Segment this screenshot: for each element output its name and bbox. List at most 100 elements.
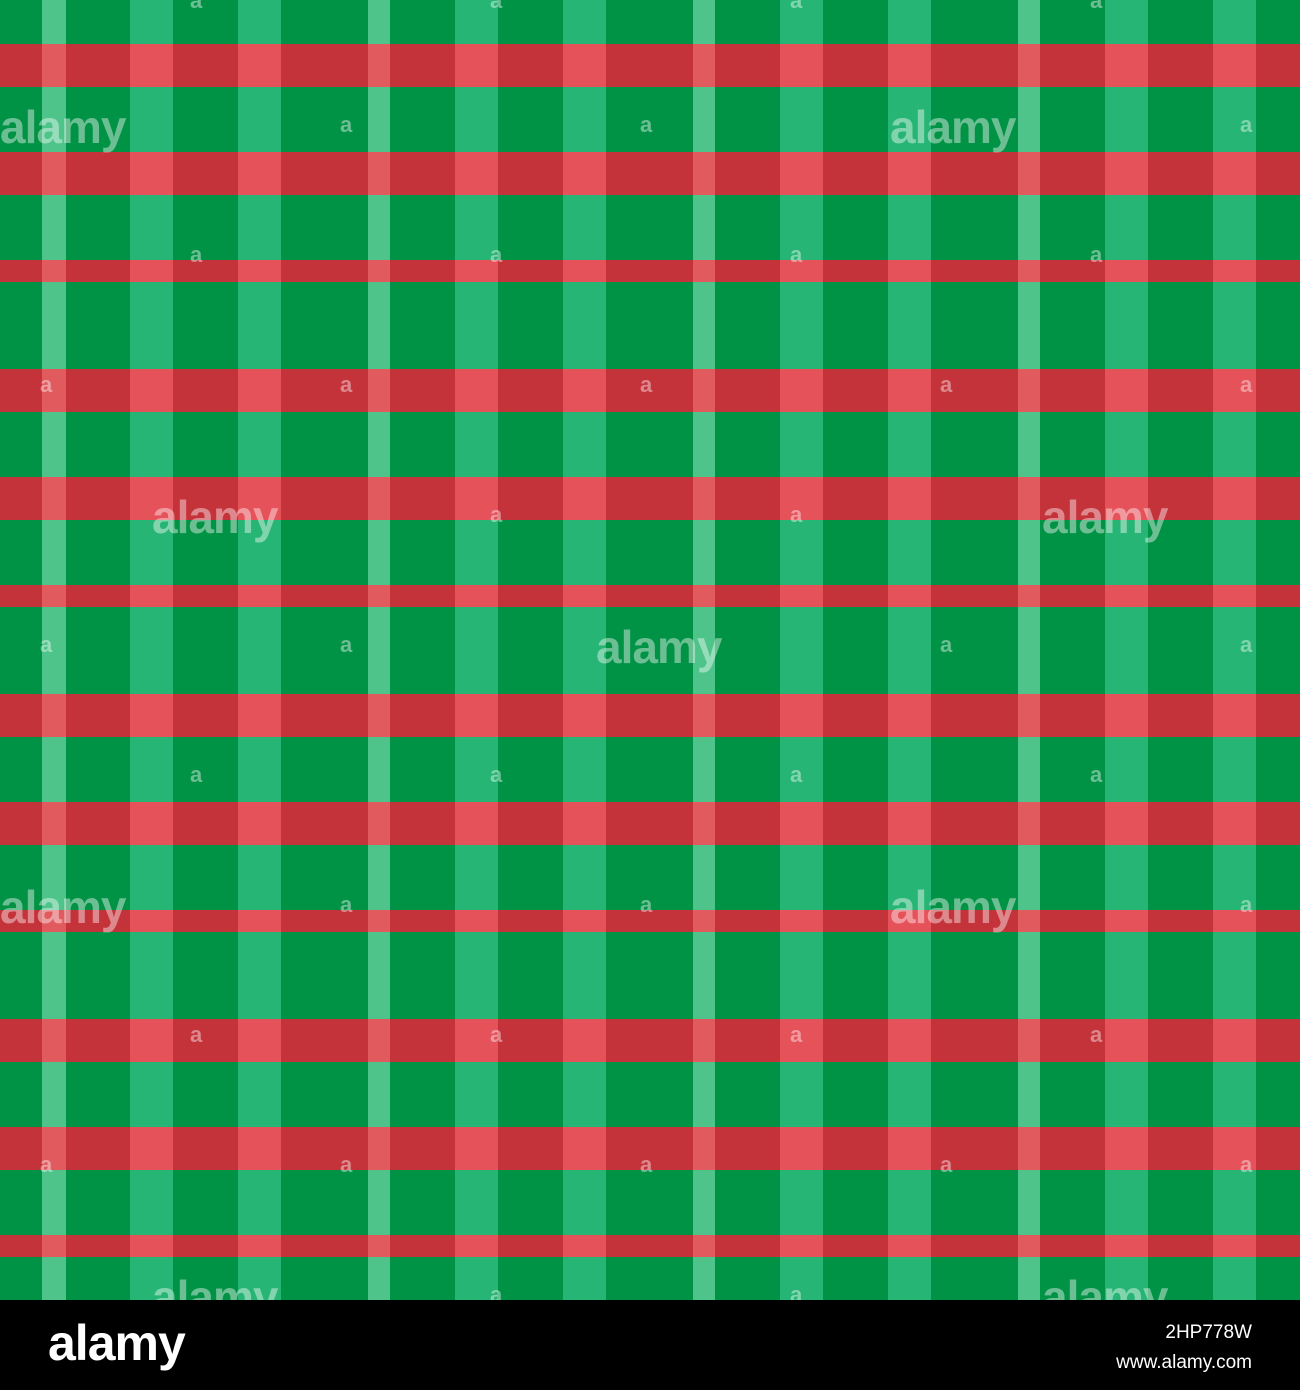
red-horizontal-stripe (0, 152, 1300, 195)
vertical-stripe (563, 0, 606, 1300)
vertical-stripe (780, 0, 823, 1300)
stripe-intersection (42, 44, 66, 87)
stripe-intersection (780, 152, 823, 195)
stripe-intersection (888, 694, 931, 737)
stripe-intersection (455, 369, 498, 412)
stripe-intersection (130, 910, 173, 932)
stripe-intersection (455, 1235, 498, 1257)
stripe-intersection (1105, 910, 1148, 932)
stripe-intersection (455, 802, 498, 845)
stripe-intersection (368, 477, 390, 520)
footer-url: www.alamy.com (1116, 1352, 1252, 1373)
stripe-intersection (888, 585, 931, 607)
stripe-intersection (780, 260, 823, 282)
stripe-intersection (1213, 1235, 1256, 1257)
stripe-intersection (563, 260, 606, 282)
stripe-intersection (130, 1127, 173, 1170)
stripe-intersection (563, 1127, 606, 1170)
stripe-intersection (238, 44, 281, 87)
stripe-intersection (238, 260, 281, 282)
plaid-background (0, 0, 1300, 1300)
stripe-intersection (888, 44, 931, 87)
stripe-intersection (1213, 369, 1256, 412)
stripe-intersection (1213, 260, 1256, 282)
image-code: 2HP778W (1165, 1322, 1252, 1343)
stripe-intersection (368, 369, 390, 412)
red-horizontal-stripe (0, 44, 1300, 87)
stripe-intersection (888, 260, 931, 282)
stripe-intersection (238, 802, 281, 845)
red-horizontal-stripe (0, 1235, 1300, 1257)
stripe-intersection (130, 1019, 173, 1062)
footer-logo: alamy (48, 1315, 186, 1371)
stripe-intersection (1018, 477, 1040, 520)
stripe-intersection (563, 369, 606, 412)
stripe-intersection (368, 1127, 390, 1170)
stripe-intersection (1213, 802, 1256, 845)
stripe-intersection (563, 152, 606, 195)
stripe-intersection (1018, 260, 1040, 282)
stripe-intersection (130, 694, 173, 737)
stripe-intersection (1018, 369, 1040, 412)
stripe-intersection (780, 802, 823, 845)
stripe-intersection (1105, 694, 1148, 737)
stripe-intersection (1105, 1019, 1148, 1062)
stripe-intersection (693, 802, 715, 845)
stripe-intersection (888, 1019, 931, 1062)
stripe-intersection (130, 260, 173, 282)
stripe-intersection (1018, 1127, 1040, 1170)
stripe-intersection (368, 585, 390, 607)
red-horizontal-stripe (0, 1127, 1300, 1170)
stripe-intersection (693, 694, 715, 737)
red-horizontal-stripe (0, 694, 1300, 737)
stripe-intersection (1105, 260, 1148, 282)
stripe-intersection (238, 585, 281, 607)
stripe-intersection (1105, 1235, 1148, 1257)
stripe-intersection (238, 694, 281, 737)
stripe-intersection (368, 802, 390, 845)
stripe-intersection (693, 44, 715, 87)
stripe-intersection (693, 1019, 715, 1062)
stripe-intersection (1018, 802, 1040, 845)
stripe-intersection (368, 152, 390, 195)
stripe-intersection (1105, 585, 1148, 607)
thin-vertical-stripe (693, 0, 715, 1300)
stripe-intersection (693, 477, 715, 520)
stripe-intersection (780, 694, 823, 737)
stripe-intersection (888, 152, 931, 195)
stripe-intersection (42, 802, 66, 845)
stripe-intersection (1105, 477, 1148, 520)
stripe-intersection (1213, 477, 1256, 520)
stripe-intersection (1018, 44, 1040, 87)
stripe-intersection (1018, 1235, 1040, 1257)
stripe-intersection (563, 477, 606, 520)
stripe-intersection (238, 910, 281, 932)
stripe-intersection (368, 260, 390, 282)
stripe-intersection (42, 152, 66, 195)
stripe-intersection (455, 260, 498, 282)
red-horizontal-stripe (0, 260, 1300, 282)
stripe-intersection (563, 1019, 606, 1062)
red-horizontal-stripe (0, 585, 1300, 607)
stripe-intersection (368, 1019, 390, 1062)
stripe-intersection (780, 1235, 823, 1257)
stripe-intersection (368, 1235, 390, 1257)
stripe-intersection (42, 1235, 66, 1257)
vertical-stripe (455, 0, 498, 1300)
stripe-intersection (780, 477, 823, 520)
stripe-intersection (130, 44, 173, 87)
stripe-intersection (42, 260, 66, 282)
stripe-intersection (455, 1127, 498, 1170)
stripe-intersection (368, 910, 390, 932)
stripe-intersection (1018, 152, 1040, 195)
stripe-intersection (238, 1235, 281, 1257)
stripe-intersection (238, 1019, 281, 1062)
stripe-intersection (1213, 152, 1256, 195)
stripe-intersection (42, 910, 66, 932)
stripe-intersection (42, 1127, 66, 1170)
stripe-intersection (130, 1235, 173, 1257)
stripe-intersection (238, 1127, 281, 1170)
stripe-intersection (693, 585, 715, 607)
stripe-intersection (455, 477, 498, 520)
stripe-intersection (130, 802, 173, 845)
